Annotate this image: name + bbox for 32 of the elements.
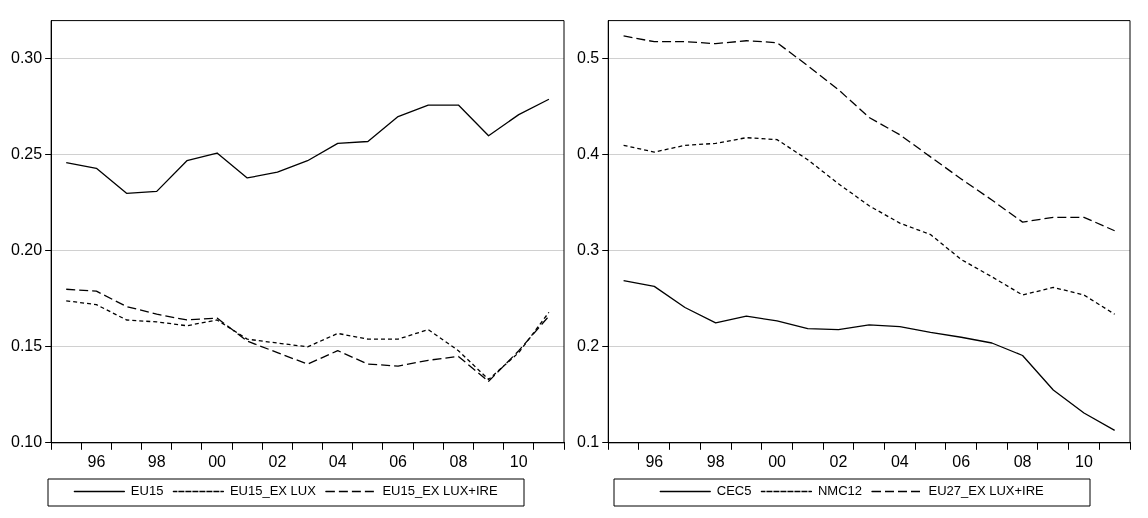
x-tick-label: 08 (1013, 452, 1032, 470)
legend-label: EU15 (130, 483, 164, 499)
x-tick-label: 00 (208, 452, 227, 470)
x-tick-label: 10 (1075, 452, 1093, 470)
x-tick-label: 02 (829, 452, 848, 470)
legend-label: EU27_EX LUX+IRE (928, 483, 1045, 499)
x-tick-label: 06 (389, 452, 408, 470)
x-tick-label: 02 (268, 452, 287, 470)
y-tick-label: 0.25 (11, 145, 43, 163)
x-tick-label: 04 (890, 452, 909, 470)
x-tick-label: 96 (645, 452, 664, 470)
x-tick-label: 06 (952, 452, 971, 470)
x-tick-label: 98 (147, 452, 166, 470)
y-tick-label: 0.15 (11, 337, 43, 355)
x-tick-label: 96 (87, 452, 106, 470)
legend-label: EU15_EX LUX (229, 483, 317, 499)
y-tick-label: 0.3 (576, 241, 600, 259)
x-tick-label: 04 (328, 452, 347, 470)
y-tick-label: 0.4 (576, 145, 600, 163)
y-tick-label: 0.2 (576, 337, 600, 355)
x-tick-label: 08 (449, 452, 468, 470)
y-tick-label: 0.30 (11, 49, 43, 67)
legend-label: EU15_EX LUX+IRE (382, 483, 498, 499)
y-tick-label: 0.20 (11, 241, 43, 259)
legend-label: CEC5 (716, 483, 752, 499)
y-tick-label: 0.5 (576, 49, 600, 67)
x-tick-label: 00 (768, 452, 787, 470)
y-tick-label: 0.1 (576, 433, 600, 451)
y-tick-label: 0.10 (11, 433, 43, 451)
legend-label: NMC12 (817, 483, 863, 499)
x-tick-label: 10 (509, 452, 528, 470)
x-tick-label: 98 (706, 452, 725, 470)
